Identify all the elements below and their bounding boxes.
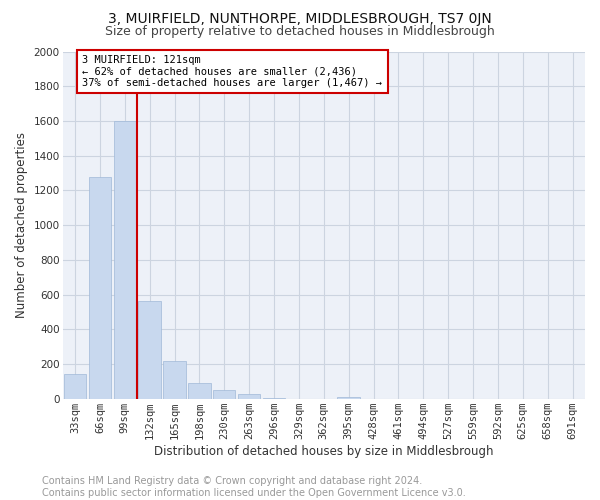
Text: Size of property relative to detached houses in Middlesbrough: Size of property relative to detached ho… [105,25,495,38]
Bar [139,302,161,398]
Bar [188,383,211,398]
Bar [238,394,260,398]
Bar [337,397,360,398]
X-axis label: Distribution of detached houses by size in Middlesbrough: Distribution of detached houses by size … [154,444,494,458]
Text: 3 MUIRFIELD: 121sqm
← 62% of detached houses are smaller (2,436)
37% of semi-det: 3 MUIRFIELD: 121sqm ← 62% of detached ho… [82,55,382,88]
Bar [213,390,235,398]
Text: 3, MUIRFIELD, NUNTHORPE, MIDDLESBROUGH, TS7 0JN: 3, MUIRFIELD, NUNTHORPE, MIDDLESBROUGH, … [108,12,492,26]
Bar [163,362,186,399]
Bar [64,374,86,398]
Bar [89,178,111,398]
Bar [113,121,136,398]
Text: Contains HM Land Registry data © Crown copyright and database right 2024.
Contai: Contains HM Land Registry data © Crown c… [42,476,466,498]
Y-axis label: Number of detached properties: Number of detached properties [15,132,28,318]
